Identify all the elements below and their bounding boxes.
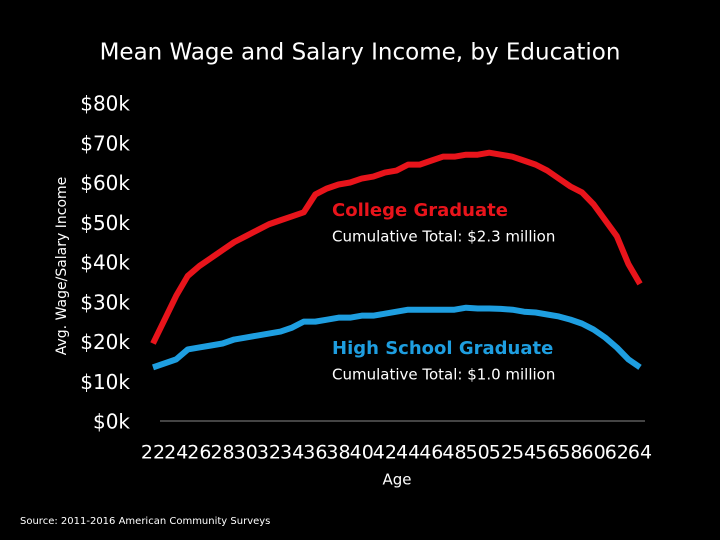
y-tick-label: $80k [80,92,130,116]
x-tick-label: 36 [303,442,327,464]
chart-title: Mean Wage and Salary Income, by Educatio… [100,40,621,66]
x-tick-label: 42 [373,442,397,464]
x-tick-label: 62 [605,442,629,464]
series-label: High School Graduate [332,338,553,359]
x-tick-label: 32 [257,442,281,464]
x-tick-label: 58 [558,442,582,464]
series-label: College Graduate [332,200,508,221]
x-tick-label: 52 [489,442,513,464]
x-tick-label: 40 [350,442,374,464]
y-tick-label: $30k [80,290,130,314]
x-tick-label: 28 [210,442,234,464]
x-tick-label: 54 [512,442,536,464]
series-line [152,304,642,371]
y-axis-label: Avg. Wage/Salary Income [54,177,70,356]
annotation: Cumulative Total: $2.3 million [332,228,555,246]
x-tick-label: 22 [141,442,165,464]
y-tick-label: $50k [80,211,130,235]
x-axis-label: Age [382,471,411,489]
x-tick-label: 50 [466,442,490,464]
y-tick-label: $40k [80,251,130,275]
x-tick-label: 44 [396,442,420,464]
x-tick-label: 64 [628,442,652,464]
x-tick-label: 56 [535,442,559,464]
y-tick-label: $10k [80,370,130,394]
y-tick-label: $0k [93,410,130,434]
x-tick-label: 48 [442,442,466,464]
x-tick-label: 24 [164,442,188,464]
source-note: Source: 2011-2016 American Community Sur… [20,516,270,527]
y-tick-label: $20k [80,330,130,354]
y-tick-label: $70k [80,131,130,155]
x-tick-label: 38 [326,442,350,464]
x-tick-label: 30 [234,442,258,464]
series-line [150,149,643,345]
x-tick-label: 46 [419,442,443,464]
annotation: Cumulative Total: $1.0 million [332,366,555,384]
x-tick-label: 26 [187,442,211,464]
x-tick-label: 60 [582,442,606,464]
x-tick-label: 34 [280,442,304,464]
y-tick-label: $60k [80,171,130,195]
